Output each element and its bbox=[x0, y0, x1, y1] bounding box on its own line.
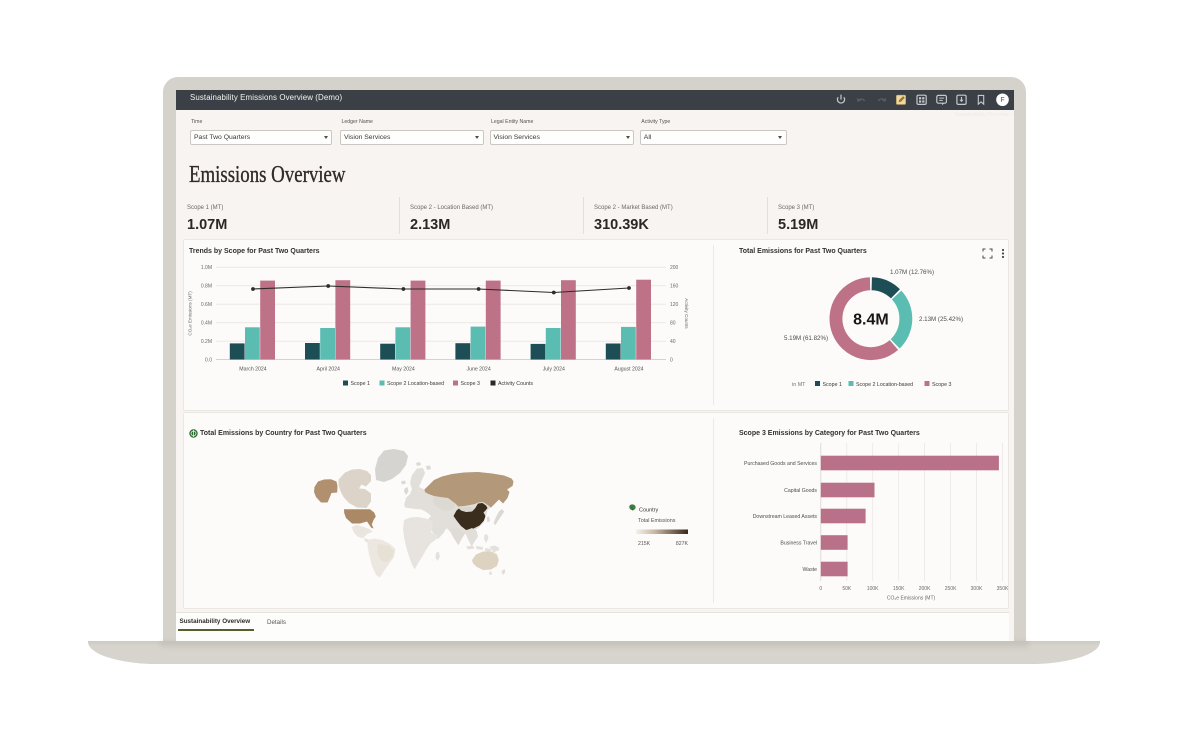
svg-text:Scope 3: Scope 3 bbox=[932, 382, 951, 388]
svg-text:CO₂e Emissions (MT): CO₂e Emissions (MT) bbox=[188, 291, 193, 336]
svg-text:August 2024: August 2024 bbox=[614, 367, 643, 373]
svg-text:Business Travel: Business Travel bbox=[780, 540, 817, 546]
svg-text:8.4M: 8.4M bbox=[853, 312, 889, 329]
svg-text:Purchased Goods and Services: Purchased Goods and Services bbox=[744, 461, 817, 467]
svg-text:100K: 100K bbox=[867, 586, 879, 592]
svg-text:160: 160 bbox=[670, 284, 679, 290]
svg-text:50K: 50K bbox=[842, 586, 852, 592]
svg-text:300K: 300K bbox=[971, 586, 983, 592]
svg-text:150K: 150K bbox=[893, 586, 905, 592]
svg-text:May 2024: May 2024 bbox=[392, 367, 415, 373]
svg-text:Activity Counts: Activity Counts bbox=[684, 298, 689, 329]
svg-text:July 2024: July 2024 bbox=[543, 367, 565, 373]
svg-text:Scope 1: Scope 1 bbox=[823, 382, 842, 388]
svg-text:120: 120 bbox=[670, 302, 679, 308]
svg-text:0.2M: 0.2M bbox=[201, 339, 212, 345]
svg-text:0.6M: 0.6M bbox=[201, 302, 212, 308]
svg-text:215K: 215K bbox=[638, 541, 651, 547]
svg-text:CO₂e Emissions (MT): CO₂e Emissions (MT) bbox=[887, 596, 936, 602]
svg-text:Scope 3: Scope 3 bbox=[461, 381, 480, 387]
svg-text:Waste: Waste bbox=[802, 567, 817, 573]
svg-text:Total Emissions: Total Emissions bbox=[638, 518, 676, 524]
svg-text:Activity Counts: Activity Counts bbox=[498, 381, 533, 387]
svg-text:April 2024: April 2024 bbox=[317, 367, 340, 373]
svg-text:827K: 827K bbox=[676, 541, 689, 547]
svg-text:Downstream Leased Assets: Downstream Leased Assets bbox=[753, 514, 818, 520]
svg-text:200K: 200K bbox=[919, 586, 931, 592]
svg-text:Capital Goods: Capital Goods bbox=[784, 488, 817, 494]
svg-text:40: 40 bbox=[670, 339, 676, 345]
svg-text:Scope 2 Location-based: Scope 2 Location-based bbox=[387, 381, 444, 387]
svg-text:Scope 2 Location-based: Scope 2 Location-based bbox=[856, 382, 913, 388]
svg-text:1.0M: 1.0M bbox=[201, 265, 212, 271]
svg-text:0: 0 bbox=[670, 357, 673, 363]
svg-text:0.8M: 0.8M bbox=[201, 284, 212, 290]
svg-text:0.0: 0.0 bbox=[205, 357, 212, 363]
svg-text:in MT: in MT bbox=[792, 382, 806, 388]
svg-text:200: 200 bbox=[670, 265, 679, 271]
svg-text:F: F bbox=[1000, 97, 1004, 104]
svg-text:March 2024: March 2024 bbox=[239, 367, 267, 373]
svg-text:80: 80 bbox=[670, 321, 676, 327]
svg-text:Country: Country bbox=[639, 508, 659, 514]
svg-text:June 2024: June 2024 bbox=[466, 367, 490, 373]
svg-text:250K: 250K bbox=[945, 586, 957, 592]
svg-text:0: 0 bbox=[819, 586, 822, 592]
svg-text:0.4M: 0.4M bbox=[201, 321, 212, 327]
svg-text:350K: 350K bbox=[997, 586, 1008, 592]
svg-text:Scope 1: Scope 1 bbox=[351, 381, 370, 387]
